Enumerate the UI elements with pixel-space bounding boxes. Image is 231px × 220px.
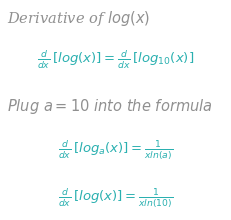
Text: $\frac{d}{dx}\,[log(x)] = \frac{d}{dx}\,[log_{10}(x)]$: $\frac{d}{dx}\,[log(x)] = \frac{d}{dx}\,… bbox=[37, 48, 194, 71]
Text: $\frac{d}{dx}\,[log_a(x)] = \frac{1}{xln(a)}$: $\frac{d}{dx}\,[log_a(x)] = \frac{1}{xln… bbox=[58, 139, 173, 162]
Text: $Plug\ a = 10\ into\ the\ formula$: $Plug\ a = 10\ into\ the\ formula$ bbox=[7, 97, 212, 116]
Text: Derivative of $log(x)$: Derivative of $log(x)$ bbox=[7, 9, 150, 28]
Text: $\frac{d}{dx}\,[log(x)] = \frac{1}{xln(10)}$: $\frac{d}{dx}\,[log(x)] = \frac{1}{xln(1… bbox=[58, 187, 173, 210]
